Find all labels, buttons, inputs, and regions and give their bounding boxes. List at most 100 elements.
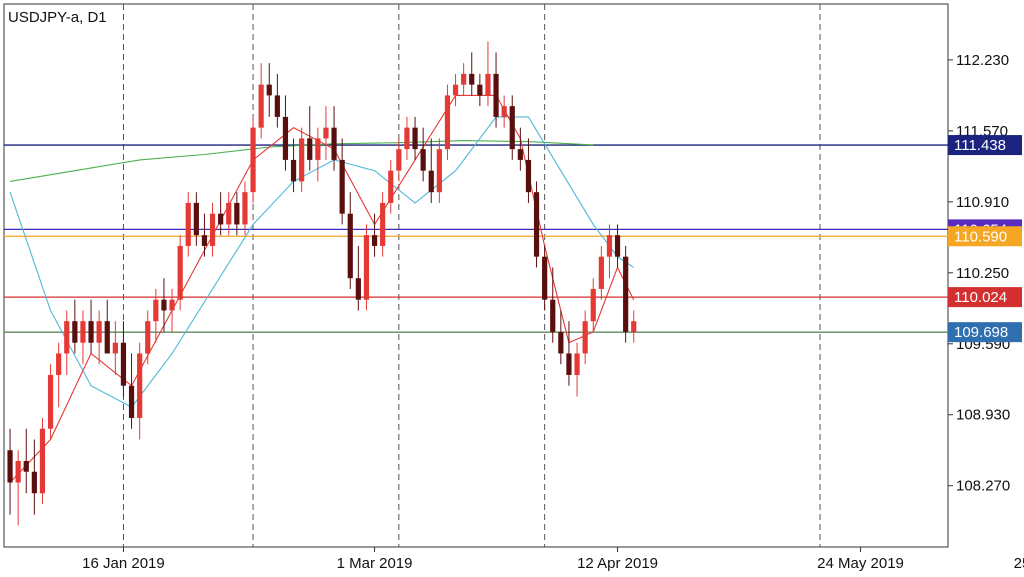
candle-body: [493, 73, 499, 117]
candle-body: [128, 385, 135, 418]
candle-body: [623, 256, 629, 332]
level-tag: [948, 135, 1022, 156]
candle-body: [388, 170, 394, 203]
chart-title: USDJPY-a, D1: [8, 9, 107, 26]
candle-body: [80, 321, 86, 343]
level-tag-label: 110.590: [954, 228, 1007, 245]
candle-body: [112, 342, 118, 354]
x-tick-label: 24 May 2019: [817, 555, 904, 572]
candle-body: [169, 299, 175, 311]
level-tag: [948, 226, 1022, 247]
candle-body: [72, 321, 78, 343]
candle-body: [436, 149, 442, 193]
candle-body: [509, 106, 515, 150]
candle-body: [47, 374, 54, 429]
candle-body: [469, 73, 475, 85]
candle-body: [461, 73, 467, 85]
candle-body: [64, 321, 70, 354]
candle-body: [31, 471, 37, 494]
x-tick-label: 16 Jan 2019: [82, 555, 165, 572]
candle-body: [226, 202, 232, 225]
candle-body: [412, 127, 418, 150]
y-tick-label: 112.230: [956, 52, 1009, 69]
x-tick-label: 25 Jun 2019: [1014, 555, 1024, 572]
period-separators: [122, 4, 821, 547]
candle-body: [477, 84, 483, 96]
x-tick-label: 1 Mar 2019: [337, 555, 413, 572]
candle-body: [23, 460, 29, 472]
candle-body: [420, 149, 426, 171]
level-tag: [948, 322, 1022, 343]
y-tick-label: 110.250: [956, 265, 1009, 282]
candle-body: [542, 256, 548, 300]
candle-body: [153, 299, 159, 322]
candle-body: [590, 288, 596, 322]
candle-body: [339, 159, 345, 214]
candle-body: [258, 84, 264, 128]
candle-body: [598, 256, 604, 289]
candle-body: [39, 428, 46, 494]
candle-body: [452, 84, 459, 96]
candle-body: [501, 106, 507, 117]
candle-body: [574, 353, 580, 375]
candle-body: [631, 321, 637, 332]
candle-body: [517, 149, 523, 160]
level-tag-label: 111.438: [954, 137, 1006, 154]
candle-body: [7, 450, 13, 483]
candle-body: [104, 321, 110, 354]
y-axis: 112.230111.570110.910110.250109.590108.9…: [948, 52, 1010, 495]
candle-body: [193, 202, 199, 236]
candle-body: [218, 213, 224, 225]
candle-body: [485, 73, 491, 96]
level-tag-label: 110.024: [954, 289, 1007, 306]
x-tick-label: 12 Apr 2019: [577, 555, 658, 572]
candle-body: [566, 353, 572, 375]
candle-body: [266, 84, 272, 96]
candle-body: [15, 460, 21, 483]
candle-body: [428, 170, 434, 193]
candle-body: [558, 331, 564, 354]
candle-body: [185, 202, 191, 246]
level-tag-label: 109.698: [954, 324, 1008, 341]
candle-body: [347, 213, 353, 279]
candle-body: [444, 95, 451, 150]
candle-body: [307, 138, 313, 160]
candle-body: [88, 321, 94, 343]
candle-body: [315, 138, 321, 160]
candle-body: [614, 235, 621, 257]
candle-body: [137, 353, 143, 418]
level-tag: [948, 287, 1022, 308]
candle-body: [380, 202, 386, 246]
candle-body: [371, 235, 378, 246]
candle-body: [606, 235, 613, 257]
y-tick-label: 108.930: [956, 407, 1010, 424]
candle-body: [355, 278, 361, 300]
candle-body: [299, 138, 305, 182]
sma-mid-line: [9, 116, 635, 408]
candle-body: [56, 353, 62, 375]
candle-body: [161, 299, 167, 311]
candles: [7, 41, 637, 526]
candle-body: [525, 159, 532, 193]
candle-body: [120, 342, 127, 386]
candle-body: [234, 202, 240, 225]
candle-body: [96, 321, 102, 343]
plot-area: [3, 3, 949, 548]
candle-body: [404, 127, 410, 150]
candle-body: [363, 235, 370, 300]
candle-body: [201, 235, 208, 246]
candle-body: [331, 127, 337, 160]
y-tick-label: 110.910: [956, 194, 1009, 211]
y-tick-label: 108.270: [956, 478, 1010, 495]
candle-body: [145, 321, 151, 354]
horizontal-levels: [4, 144, 948, 333]
candle-body: [242, 192, 248, 225]
candle-body: [282, 116, 289, 160]
candle-body: [582, 321, 588, 354]
candle-body: [533, 192, 540, 257]
candle-body: [274, 95, 280, 117]
candle-body: [250, 127, 256, 193]
candle-body: [550, 299, 556, 332]
